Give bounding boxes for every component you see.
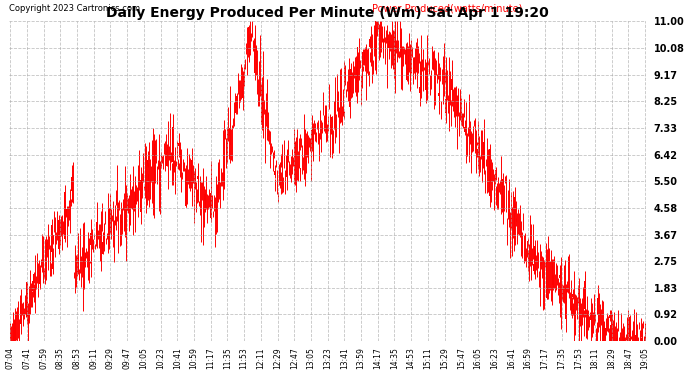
- Text: Copyright 2023 Cartronics.com: Copyright 2023 Cartronics.com: [10, 4, 141, 13]
- Text: Power Produced(watts/minute): Power Produced(watts/minute): [372, 4, 522, 14]
- Title: Daily Energy Produced Per Minute (Wm) Sat Apr 1 19:20: Daily Energy Produced Per Minute (Wm) Sa…: [106, 6, 549, 20]
